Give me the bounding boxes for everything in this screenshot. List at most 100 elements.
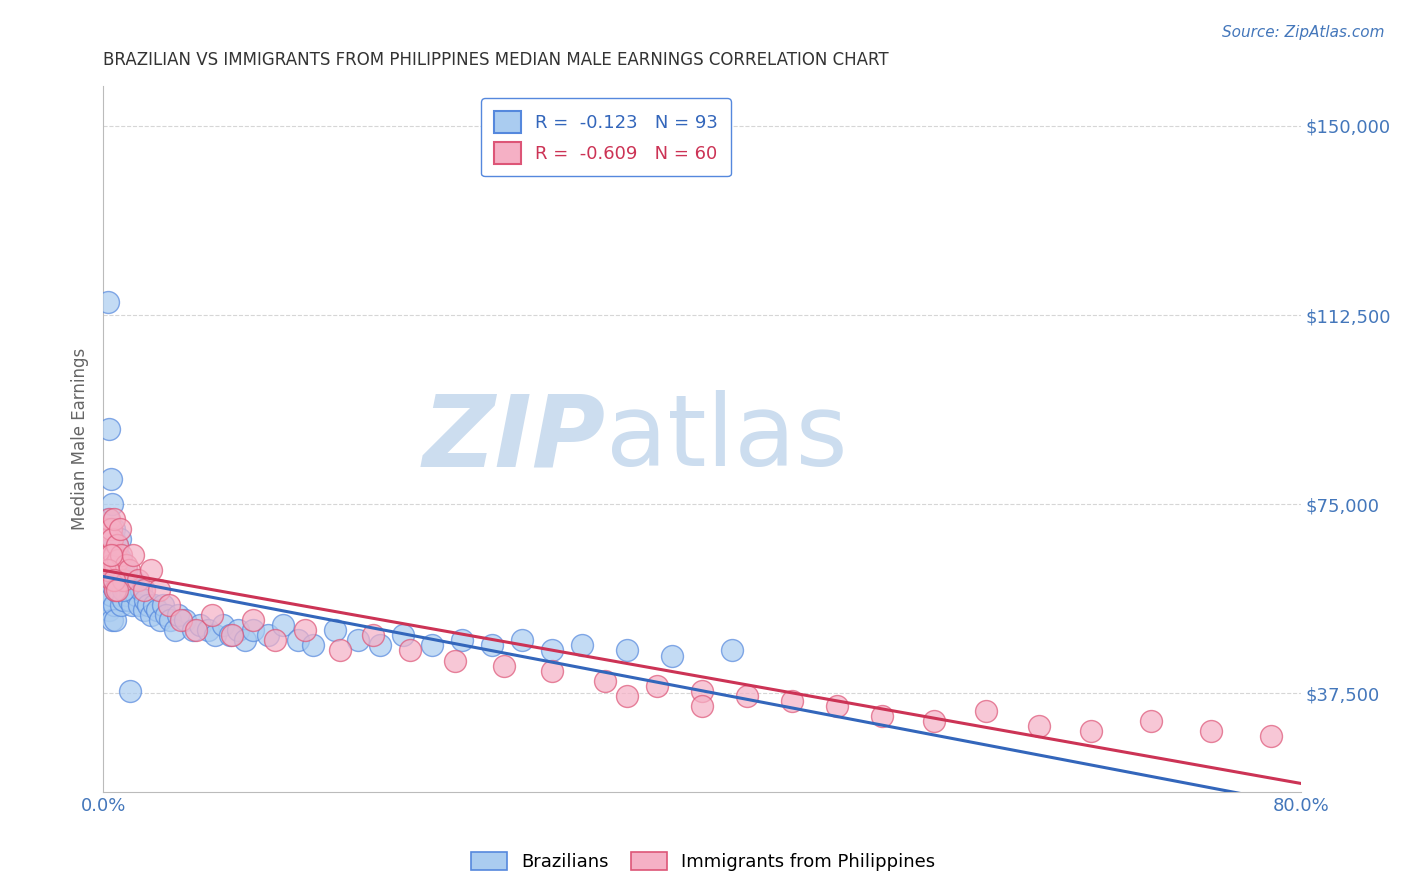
Point	[94, 548, 117, 562]
Point	[181, 624, 204, 638]
Point	[97, 563, 120, 577]
Point	[110, 552, 132, 566]
Point	[212, 618, 235, 632]
Point	[108, 533, 131, 547]
Point	[184, 624, 207, 638]
Point	[101, 578, 124, 592]
Text: BRAZILIAN VS IMMIGRANTS FROM PHILIPPINES MEDIAN MALE EARNINGS CORRELATION CHART: BRAZILIAN VS IMMIGRANTS FROM PHILIPPINES…	[103, 51, 889, 69]
Point	[105, 537, 128, 551]
Point	[98, 512, 121, 526]
Y-axis label: Median Male Earnings: Median Male Earnings	[72, 348, 89, 530]
Point	[264, 633, 287, 648]
Point	[122, 573, 145, 587]
Point	[690, 698, 713, 713]
Point	[100, 472, 122, 486]
Point	[139, 608, 162, 623]
Point	[117, 593, 139, 607]
Point	[120, 683, 142, 698]
Point	[1199, 724, 1222, 739]
Point	[323, 624, 346, 638]
Point	[100, 588, 122, 602]
Point	[110, 548, 132, 562]
Legend: Brazilians, Immigrants from Philippines: Brazilians, Immigrants from Philippines	[464, 845, 942, 879]
Point	[107, 552, 129, 566]
Point	[105, 563, 128, 577]
Point	[111, 563, 134, 577]
Point	[98, 573, 121, 587]
Point	[825, 698, 848, 713]
Point	[167, 608, 190, 623]
Point	[98, 548, 121, 562]
Point	[105, 537, 128, 551]
Point	[132, 603, 155, 617]
Point	[117, 563, 139, 577]
Point	[104, 613, 127, 627]
Point	[101, 573, 124, 587]
Point	[115, 588, 138, 602]
Point	[510, 633, 533, 648]
Point	[97, 512, 120, 526]
Point	[143, 598, 166, 612]
Text: atlas: atlas	[606, 390, 848, 487]
Point	[148, 582, 170, 597]
Point	[974, 704, 997, 718]
Point	[645, 679, 668, 693]
Point	[93, 548, 115, 562]
Point	[94, 522, 117, 536]
Point	[870, 709, 893, 723]
Point	[97, 563, 120, 577]
Point	[100, 548, 122, 562]
Point	[101, 542, 124, 557]
Point	[163, 624, 186, 638]
Point	[114, 563, 136, 577]
Point	[294, 624, 316, 638]
Point	[661, 648, 683, 663]
Point	[155, 608, 177, 623]
Point	[136, 598, 159, 612]
Point	[104, 552, 127, 566]
Point	[201, 608, 224, 623]
Point	[104, 548, 127, 562]
Point	[98, 533, 121, 547]
Point	[100, 522, 122, 536]
Point	[97, 533, 120, 547]
Point	[122, 548, 145, 562]
Point	[422, 639, 444, 653]
Point	[101, 533, 124, 547]
Point	[451, 633, 474, 648]
Point	[226, 624, 249, 638]
Point	[399, 643, 422, 657]
Point	[361, 628, 384, 642]
Point	[98, 421, 121, 435]
Point	[97, 563, 120, 577]
Point	[103, 512, 125, 526]
Point	[111, 593, 134, 607]
Point	[329, 643, 352, 657]
Point	[98, 603, 121, 617]
Point	[735, 689, 758, 703]
Point	[101, 613, 124, 627]
Point	[922, 714, 945, 728]
Point	[346, 633, 368, 648]
Point	[107, 582, 129, 597]
Point	[159, 613, 181, 627]
Point	[170, 613, 193, 627]
Point	[128, 598, 150, 612]
Text: ZIP: ZIP	[423, 390, 606, 487]
Point	[219, 628, 242, 642]
Point	[108, 558, 131, 572]
Point	[174, 613, 197, 627]
Point	[204, 628, 226, 642]
Point	[287, 633, 309, 648]
Point	[146, 603, 169, 617]
Point	[103, 573, 125, 587]
Point	[93, 573, 115, 587]
Point	[242, 624, 264, 638]
Point	[1260, 729, 1282, 743]
Point	[616, 643, 638, 657]
Point	[110, 567, 132, 582]
Point	[105, 582, 128, 597]
Point	[114, 582, 136, 597]
Point	[242, 613, 264, 627]
Point	[132, 582, 155, 597]
